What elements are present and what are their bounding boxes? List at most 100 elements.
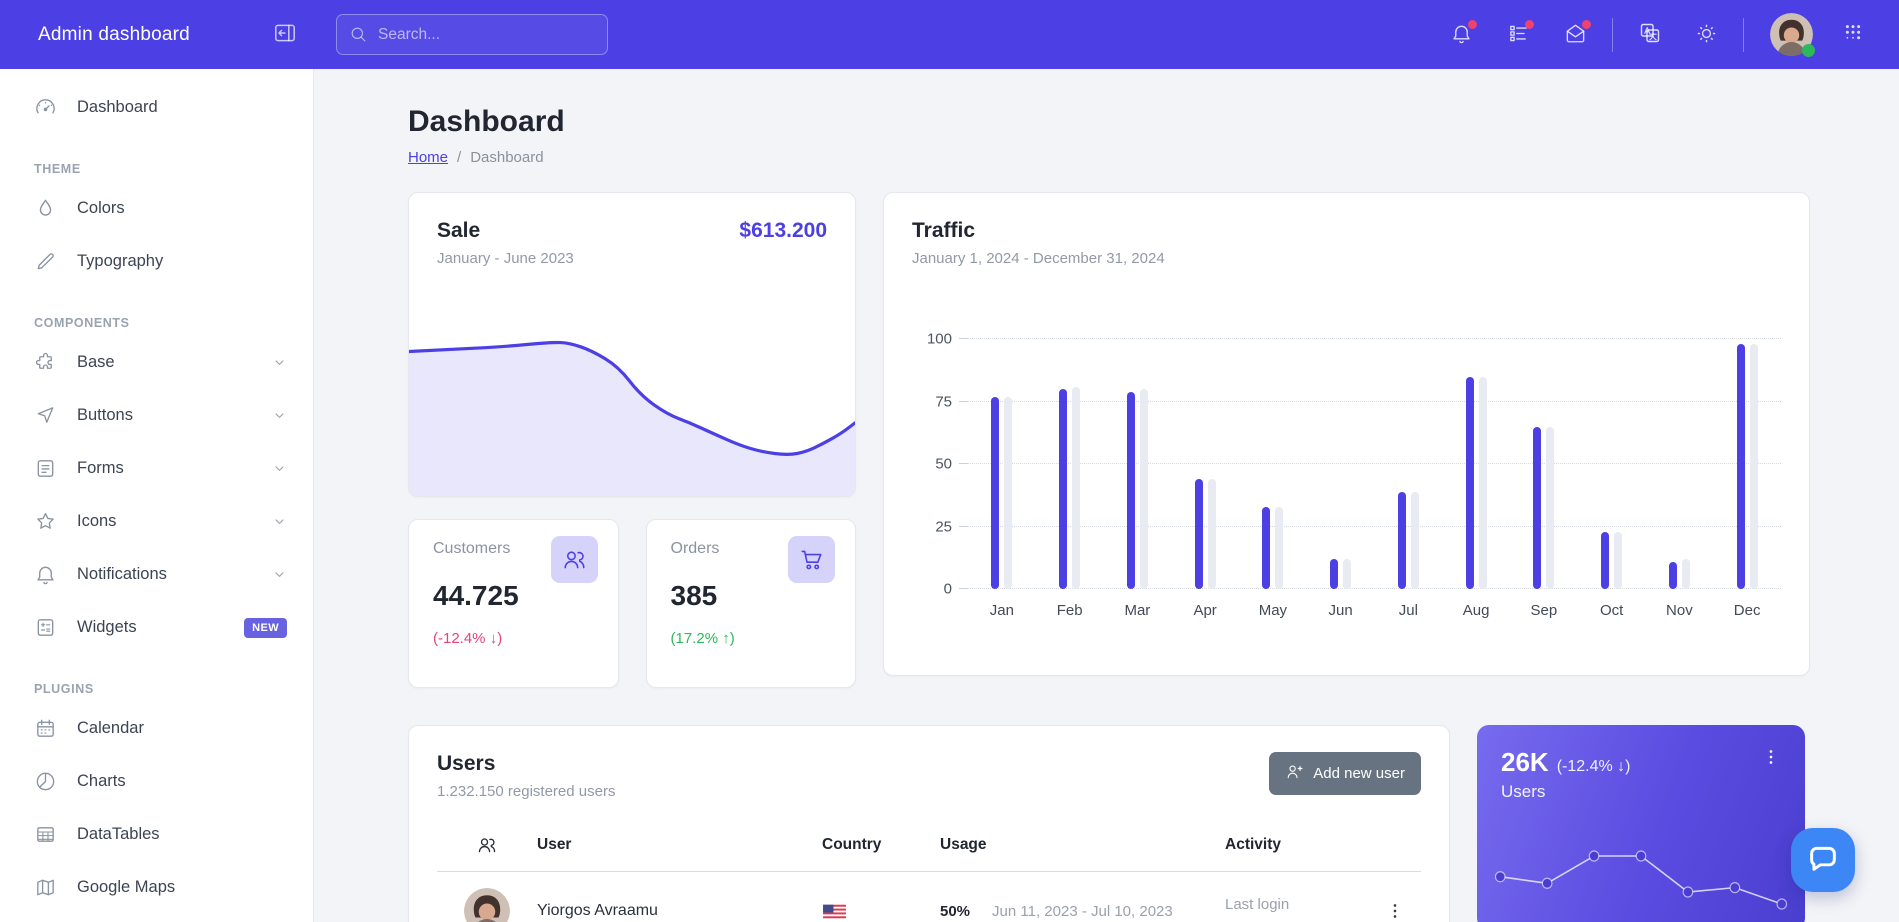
orders-card: Orders 385 (17.2% ↑) bbox=[645, 519, 856, 688]
main-content: Dashboard Home / Dashboard Sale $613.200… bbox=[314, 69, 1899, 922]
sidebar-section-title: COMPONENTS bbox=[34, 316, 130, 330]
sidebar-collapse-icon bbox=[272, 20, 298, 49]
sidebar-item-dashboard[interactable]: Dashboard bbox=[0, 81, 313, 134]
apps-menu-button[interactable] bbox=[1827, 15, 1879, 55]
sidebar-nav: Dashboard THEME Colors Typography COMPONENTS… bbox=[0, 69, 314, 922]
traffic-y-axis: 0 25 50 75 100 bbox=[912, 331, 968, 598]
bar-group-dec bbox=[1713, 339, 1781, 589]
cart-icon bbox=[788, 536, 835, 583]
bar-group-feb bbox=[1036, 339, 1104, 589]
bell-icon bbox=[34, 563, 57, 586]
x-tick-label: Nov bbox=[1666, 602, 1693, 619]
sidebar-item-widgets[interactable]: Widgets NEW bbox=[0, 601, 313, 654]
tasks-badge bbox=[1525, 19, 1534, 29]
customers-value: 44.725 bbox=[433, 580, 519, 611]
sidebar-toggle-button[interactable] bbox=[270, 20, 300, 50]
notifications-button[interactable] bbox=[1433, 15, 1490, 55]
orders-delta: (17.2% ↑) bbox=[670, 630, 735, 647]
sidebar-item-buttons[interactable]: Buttons bbox=[0, 389, 313, 442]
orders-value: 385 bbox=[670, 580, 718, 611]
x-tick-label: Dec bbox=[1733, 602, 1761, 619]
user-avatar-button[interactable] bbox=[1770, 13, 1815, 57]
language-button[interactable] bbox=[1621, 15, 1678, 55]
column-country: Country bbox=[822, 836, 882, 853]
map-icon bbox=[34, 876, 57, 899]
x-tick-label: Jun bbox=[1328, 602, 1353, 619]
add-new-user-button[interactable]: Add new user bbox=[1269, 752, 1421, 795]
drop-icon bbox=[34, 197, 57, 220]
usa-flag-icon bbox=[822, 899, 847, 922]
calendar-icon bbox=[34, 717, 57, 740]
sidebar-item-calendar[interactable]: Calendar bbox=[0, 702, 313, 755]
bar-group-nov bbox=[1646, 339, 1714, 589]
global-search bbox=[336, 14, 608, 55]
theme-mode-button[interactable] bbox=[1678, 15, 1735, 55]
sidebar-item-charts[interactable]: Charts bbox=[0, 755, 313, 808]
page-title: Dashboard bbox=[408, 105, 565, 138]
x-tick-label: Mar bbox=[1124, 602, 1151, 619]
sidebar-item-forms[interactable]: Forms bbox=[0, 442, 313, 495]
speedometer-icon bbox=[34, 96, 57, 119]
bar-group-jan bbox=[968, 339, 1036, 589]
task-list-icon bbox=[1507, 22, 1530, 48]
users-card: Users 1.232.150 registered users Add new… bbox=[408, 725, 1450, 922]
users-sparkline bbox=[1494, 850, 1788, 910]
sidebar-item-typography[interactable]: Typography bbox=[0, 235, 313, 288]
sale-period: January - June 2023 bbox=[437, 250, 574, 267]
sidebar-section-title: PLUGINS bbox=[34, 682, 94, 696]
breadcrumb-home-link[interactable]: Home bbox=[408, 149, 449, 166]
online-status-dot bbox=[1802, 44, 1815, 57]
chat-launcher-button[interactable] bbox=[1791, 828, 1855, 892]
sun-icon bbox=[1695, 22, 1718, 48]
x-tick-label: Aug bbox=[1462, 602, 1490, 619]
traffic-bar-chart: 0 25 50 75 100 Jan Feb Mar Apr May Jun Jul Aug Sep Oc… bbox=[912, 331, 1781, 619]
header-divider bbox=[1743, 17, 1744, 52]
sidebar-item-google-maps[interactable]: Google Maps bbox=[0, 861, 313, 914]
people-column-icon bbox=[476, 834, 498, 856]
users-title: Users bbox=[437, 752, 496, 775]
people-icon bbox=[550, 536, 598, 583]
search-icon bbox=[349, 25, 368, 44]
bar-group-mar bbox=[1104, 339, 1172, 589]
sidebar-item-colors[interactable]: Colors bbox=[0, 182, 313, 235]
x-tick-label: Jan bbox=[989, 602, 1014, 619]
pencil-icon bbox=[34, 250, 57, 273]
sidebar-item-base[interactable]: Base bbox=[0, 336, 313, 389]
x-tick-label: Jul bbox=[1398, 602, 1418, 619]
chevron-down-icon bbox=[272, 408, 287, 423]
sidebar-item-icons[interactable]: Icons bbox=[0, 495, 313, 548]
traffic-card: Traffic January 1, 2024 - December 31, 2… bbox=[883, 192, 1810, 676]
tasks-button[interactable] bbox=[1490, 15, 1547, 55]
column-activity: Activity bbox=[1225, 836, 1281, 853]
messages-button[interactable] bbox=[1547, 15, 1604, 55]
sidebar-item-notifications[interactable]: Notifications bbox=[0, 548, 313, 601]
widget-menu-icon[interactable] bbox=[1761, 747, 1781, 767]
row-activity-label: Last login bbox=[1225, 896, 1290, 913]
header-actions bbox=[1433, 13, 1879, 57]
search-input[interactable] bbox=[378, 25, 595, 44]
traffic-plot-area bbox=[968, 338, 1781, 589]
table-row: Yiorgos Avraamu 50% Jun 11, 2023 - Jul 1… bbox=[437, 872, 1421, 922]
users-table-header: User Country Usage Activity bbox=[437, 834, 1421, 872]
sidebar-item-datatables[interactable]: DataTables bbox=[0, 808, 313, 861]
traffic-period: January 1, 2024 - December 31, 2024 bbox=[912, 250, 1165, 267]
chevron-down-icon bbox=[272, 567, 287, 582]
header-divider bbox=[1612, 17, 1613, 52]
row-menu-icon[interactable] bbox=[1385, 901, 1405, 921]
bar-group-jul bbox=[1375, 339, 1443, 589]
chevron-down-icon bbox=[272, 461, 287, 476]
widget-value: 26K bbox=[1501, 747, 1549, 777]
customers-card: Customers 44.725 (-12.4% ↓) bbox=[408, 519, 619, 688]
chat-bubble-icon bbox=[1806, 841, 1840, 880]
x-tick-label: Feb bbox=[1056, 602, 1083, 619]
y-tick-label: 75 bbox=[935, 393, 952, 410]
breadcrumb-current: Dashboard bbox=[470, 149, 544, 166]
bar-group-sep bbox=[1510, 339, 1578, 589]
y-tick-label: 100 bbox=[926, 330, 952, 348]
y-tick-label: 25 bbox=[935, 518, 952, 535]
table-icon bbox=[34, 823, 57, 846]
notes-icon bbox=[34, 457, 57, 480]
sale-title: Sale bbox=[437, 219, 481, 242]
row-user-name: Yiorgos Avraamu bbox=[537, 902, 658, 919]
puzzle-icon bbox=[34, 351, 57, 374]
